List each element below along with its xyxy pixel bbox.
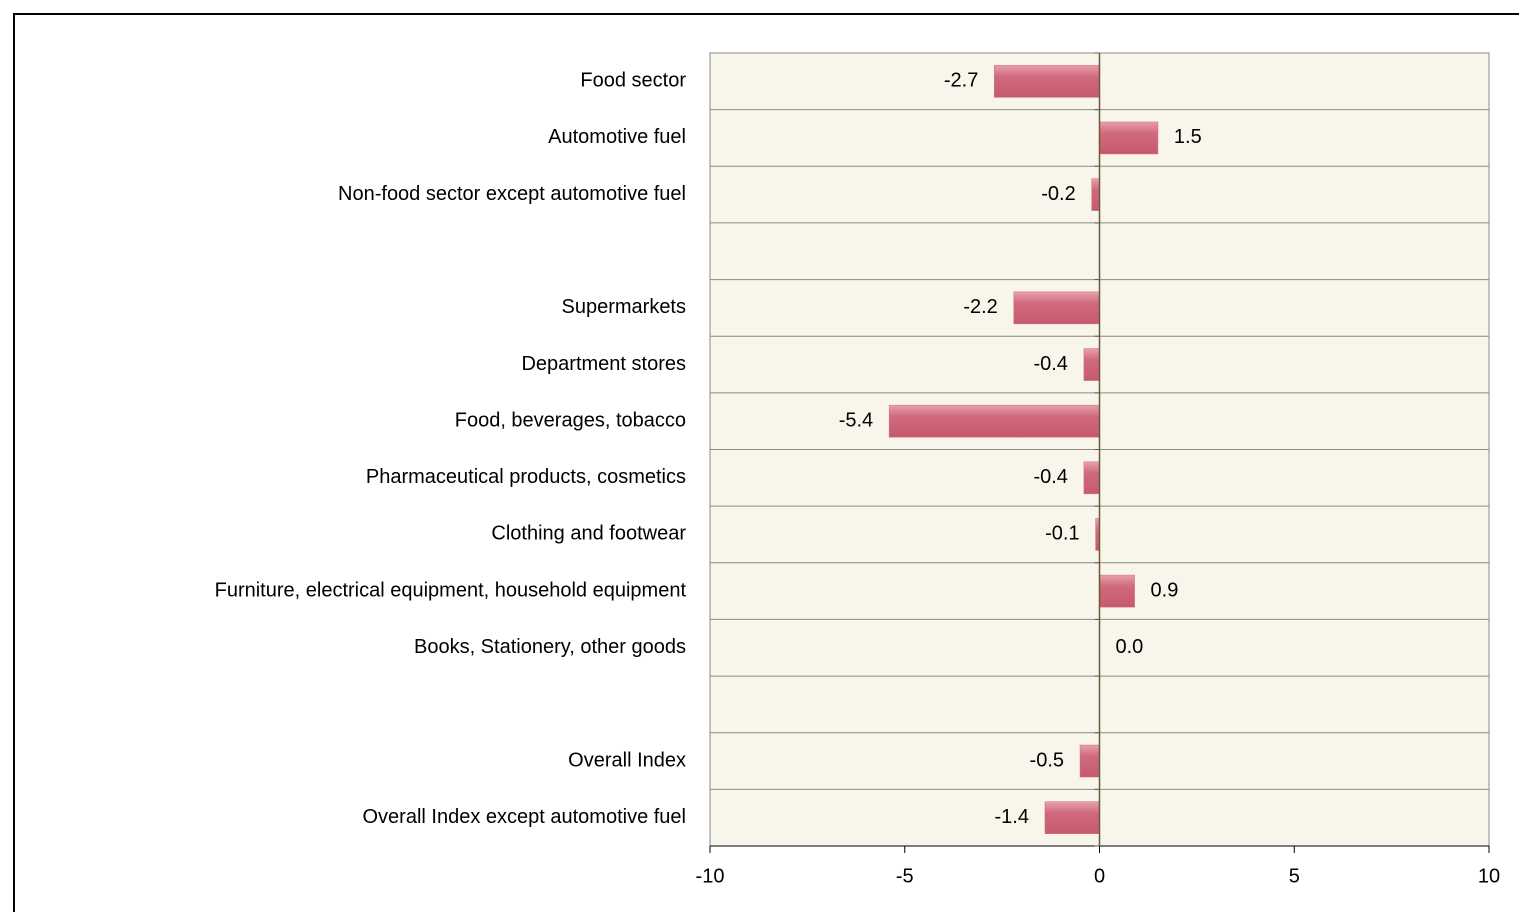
y-tick-label: Department stores [521, 353, 686, 375]
bar [1044, 801, 1100, 834]
data-label: -0.1 [1045, 523, 1079, 545]
x-tick-label: 0 [1094, 865, 1105, 887]
x-tick-label: -5 [896, 865, 914, 887]
x-tick-label: -10 [696, 865, 725, 887]
data-label: -0.2 [1041, 183, 1075, 205]
data-label: -2.7 [944, 70, 978, 92]
data-label: -0.4 [1033, 466, 1067, 488]
y-tick-label: Furniture, electrical equipment, househo… [215, 579, 687, 601]
y-tick-label: Pharmaceutical products, cosmetics [366, 466, 686, 488]
data-label: -1.4 [995, 806, 1029, 828]
bar [1079, 744, 1100, 778]
y-tick-label: Supermarkets [562, 296, 687, 318]
y-tick-label: Books, Stationery, other goods [414, 636, 686, 658]
y-tick-label: Overall Index except automotive fuel [362, 806, 686, 828]
bar [1099, 574, 1135, 608]
data-label: -5.4 [839, 409, 873, 431]
bar [888, 404, 1100, 438]
y-tick-label: Non-food sector except automotive fuel [338, 183, 686, 205]
data-label: 1.5 [1174, 126, 1202, 148]
bar [1099, 121, 1159, 155]
bar [994, 65, 1100, 98]
y-tick-label: Automotive fuel [548, 126, 686, 148]
data-label: -2.2 [963, 296, 997, 318]
bar [1091, 178, 1100, 211]
y-tick-label: Food, beverages, tobacco [455, 409, 686, 431]
x-tick-label: 5 [1289, 865, 1300, 887]
data-label: -0.5 [1030, 749, 1064, 771]
bar [1083, 461, 1100, 495]
y-tick-label: Food sector [580, 70, 686, 92]
data-label: 0.9 [1151, 579, 1179, 601]
y-tick-label: Overall Index [568, 749, 686, 771]
bar [1083, 348, 1100, 381]
data-label: -0.4 [1033, 353, 1067, 375]
bar [1013, 291, 1100, 325]
x-tick-label: 10 [1478, 865, 1500, 887]
y-tick-label: Clothing and footwear [491, 523, 686, 545]
data-label: 0.0 [1116, 636, 1144, 658]
